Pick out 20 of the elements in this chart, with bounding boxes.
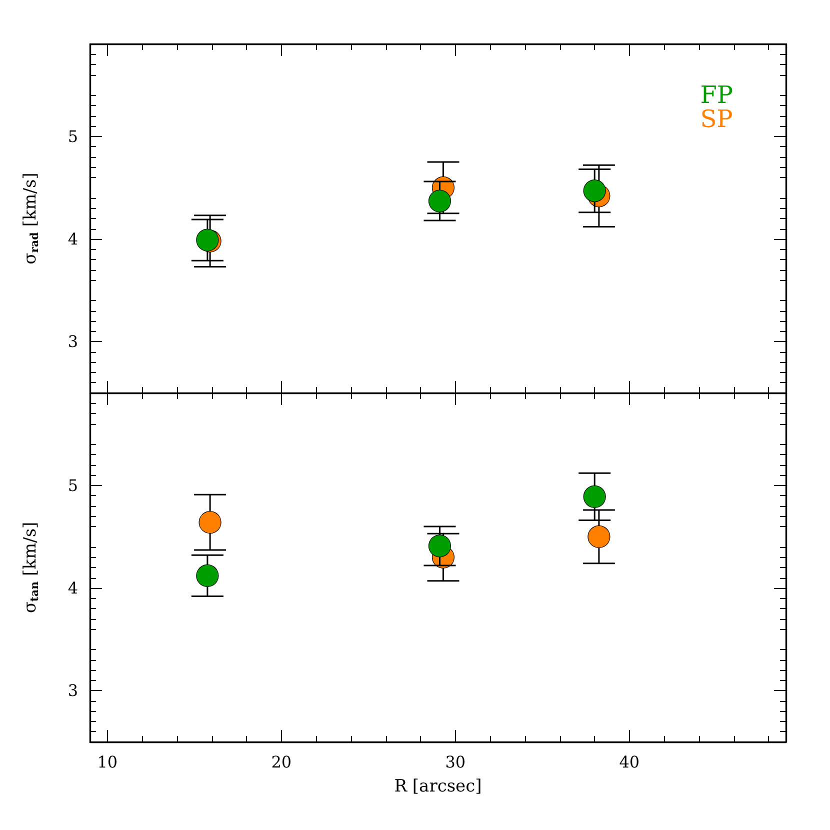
x-axis-title: R [arcsec] bbox=[394, 776, 482, 796]
y-tick-label: 3 bbox=[68, 332, 78, 352]
y-tick-label: 5 bbox=[68, 126, 78, 146]
y-tick-label: 3 bbox=[68, 681, 78, 700]
point bbox=[583, 485, 606, 508]
y-tick-label: 5 bbox=[68, 476, 78, 495]
x-tick-label: 30 bbox=[445, 752, 466, 772]
x-tick-label: 10 bbox=[97, 752, 118, 772]
y-tick-label: 4 bbox=[68, 230, 78, 249]
x-tick-label: 40 bbox=[619, 752, 640, 772]
y-axis-title: σtan [km/s] bbox=[20, 522, 41, 614]
point bbox=[198, 511, 222, 534]
point bbox=[196, 564, 219, 588]
x-tick-label: 20 bbox=[271, 752, 292, 772]
point bbox=[583, 179, 606, 202]
point bbox=[428, 534, 452, 558]
point bbox=[428, 190, 452, 212]
y-tick-label: 4 bbox=[68, 578, 78, 598]
point bbox=[588, 525, 610, 548]
y-axis-title: σrad [km/s] bbox=[20, 172, 41, 264]
